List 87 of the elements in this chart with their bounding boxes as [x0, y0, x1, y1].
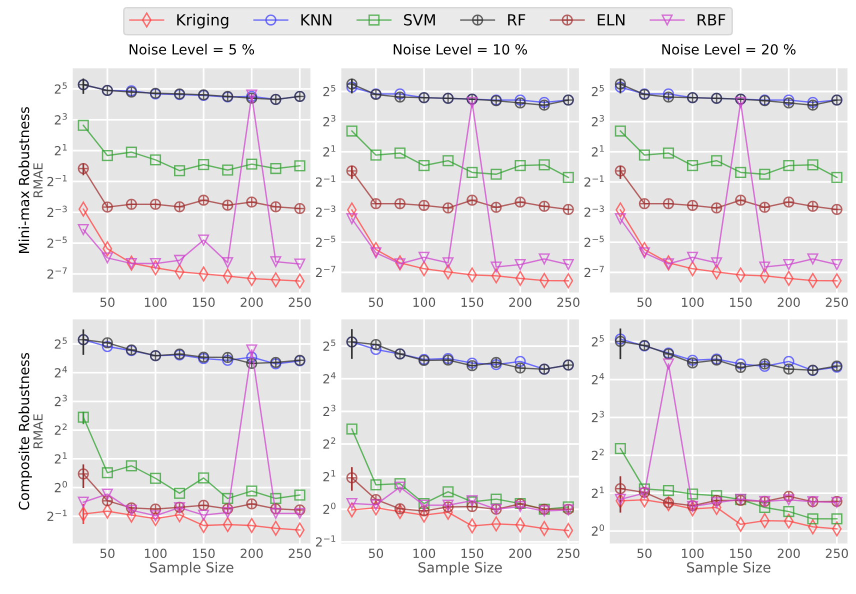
x-tick-label: 250 [826, 298, 848, 307]
y-tick-label: 2$^{−5}$ [47, 236, 67, 248]
x-tick-label: 200 [778, 548, 800, 558]
x-tick-label: 150 [193, 298, 215, 307]
y-tick-label: 2$^{5}$ [592, 85, 604, 96]
y-tick-label: 2$^{0}$ [592, 524, 604, 536]
y-tick-label: 2$^{5}$ [592, 335, 604, 346]
x-axis-title: Sample Size [418, 562, 502, 576]
y-tick-label: 2$^{1}$ [323, 470, 336, 482]
x-tick-label: 100 [682, 298, 704, 307]
x-tick-label: 150 [730, 548, 752, 558]
x-tick-label: 50 [368, 298, 384, 307]
y-tick-label: 2$^{4}$ [323, 372, 336, 384]
x-tick-label: 250 [288, 298, 311, 307]
y-axis-title: RMAE [33, 163, 43, 198]
legend-label: RBF [698, 14, 726, 26]
y-tick-label: 2$^{5}$ [323, 340, 336, 351]
y-tick-label: 2$^{−1}$ [316, 175, 336, 187]
x-tick-label: 200 [240, 548, 263, 558]
x-tick-label: 200 [509, 548, 532, 558]
y-tick-label: 2$^{−3}$ [316, 205, 336, 217]
x-tick-label: 100 [413, 548, 436, 558]
x-tick-label: 150 [462, 298, 484, 307]
x-axis-title: Sample Size [687, 562, 770, 576]
legend-label: ELN [598, 14, 624, 26]
x-tick-label: 200 [240, 298, 263, 307]
x-tick-label: 200 [509, 298, 532, 307]
y-tick-label: 2$^{1}$ [592, 486, 604, 498]
y-tick-label: 2$^{−5}$ [316, 236, 336, 247]
y-tick-label: 2$^{4}$ [592, 373, 604, 384]
x-tick-label: 250 [826, 548, 848, 558]
x-tick-label: 100 [144, 548, 167, 558]
x-tick-label: 100 [413, 298, 436, 307]
y-tick-label: 2$^{1}$ [592, 145, 604, 156]
y-tick-label: 2$^{5}$ [54, 82, 67, 94]
y-tick-label: 2$^{4}$ [54, 366, 68, 378]
y-tick-label: 2$^{3}$ [592, 115, 604, 126]
y-tick-label: 2$^{−7}$ [584, 266, 604, 278]
y-tick-label: 2$^{3}$ [54, 113, 67, 124]
y-tick-label: 2$^{2}$ [54, 424, 67, 435]
text: Mini-max Robustness [18, 107, 30, 253]
y-tick-label: 2$^{2}$ [592, 448, 604, 460]
x-tick-label: 50 [637, 548, 652, 558]
y-tick-label: 2$^{−3}$ [584, 205, 604, 217]
y-tick-label: 2$^{0}$ [323, 502, 336, 514]
chart-title: Noise Level = 5 % [130, 44, 254, 55]
y-tick-label: 2$^{5}$ [54, 337, 67, 349]
legend-label: KNN [301, 14, 332, 26]
y-tick-label: 2$^{5}$ [323, 85, 336, 96]
x-tick-label: 50 [368, 548, 384, 558]
y-axis-title: RMAE [33, 414, 43, 448]
x-tick-label: 50 [100, 298, 115, 307]
y-tick-label: 2$^{−7}$ [47, 267, 67, 279]
y-tick-label: 2$^{−1}$ [584, 175, 604, 187]
text: Composite Robustness [18, 353, 32, 510]
y-tick-label: 2$^{0}$ [54, 480, 67, 492]
y-tick-label: 2$^{−5}$ [584, 236, 604, 247]
x-tick-label: 50 [637, 298, 652, 307]
x-tick-label: 250 [557, 548, 580, 558]
y-tick-label: 2$^{3}$ [323, 115, 336, 126]
x-tick-label: 250 [557, 298, 580, 307]
y-tick-label: 2$^{−1}$ [47, 510, 67, 521]
y-tick-label: 2$^{1}$ [54, 452, 67, 464]
y-tick-label: 2$^{3}$ [54, 394, 67, 406]
legend-label: RF [508, 14, 526, 26]
y-tick-label: 2$^{−1}$ [47, 174, 67, 186]
y-tick-label: 2$^{−7}$ [316, 266, 336, 278]
x-tick-label: 150 [462, 548, 484, 558]
x-tick-label: 200 [778, 298, 800, 307]
y-tick-label: 2$^{3}$ [592, 410, 604, 422]
x-tick-label: 150 [193, 548, 215, 558]
y-tick-label: 2$^{3}$ [323, 404, 336, 416]
x-tick-label: 150 [730, 298, 752, 307]
chart-title: Noise Level = 20 % [662, 44, 796, 55]
legend-label: SVM [404, 14, 435, 26]
y-tick-label: 2$^{−1}$ [316, 535, 336, 547]
chart-title: Noise Level = 10 % [394, 44, 528, 55]
x-tick-label: 100 [144, 298, 167, 307]
x-tick-label: 100 [682, 548, 704, 558]
x-tick-label: 250 [288, 548, 311, 558]
y-tick-label: 2$^{1}$ [54, 144, 67, 156]
x-axis-title: Sample Size [150, 562, 234, 576]
y-tick-label: 2$^{1}$ [323, 145, 336, 156]
x-tick-label: 50 [100, 548, 115, 558]
y-tick-label: 2$^{2}$ [323, 437, 336, 449]
y-tick-label: 2$^{−3}$ [47, 206, 67, 217]
legend-label: Kriging [177, 14, 228, 29]
